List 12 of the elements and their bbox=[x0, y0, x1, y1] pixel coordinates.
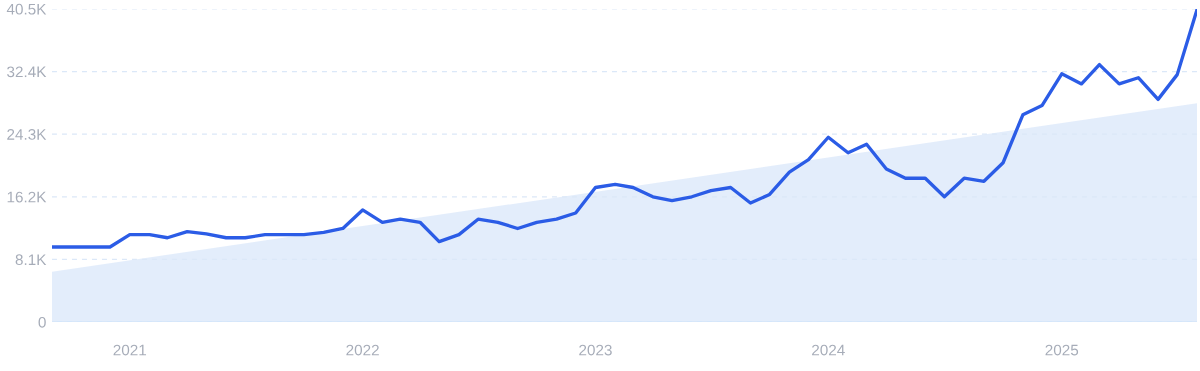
y-tick-label: 24.3K bbox=[7, 129, 47, 140]
x-tick-label: 2024 bbox=[812, 344, 845, 356]
y-tick-label: 8.1K bbox=[15, 254, 47, 266]
y-tick-label: 32.4K bbox=[7, 66, 47, 78]
y-tick-label: 40.5K bbox=[6, 3, 47, 15]
y-tick-label: 0 bbox=[38, 316, 46, 328]
x-tick-label: 2022 bbox=[346, 344, 379, 356]
x-tick-label: 2023 bbox=[579, 344, 612, 356]
x-tick-label: 2021 bbox=[113, 344, 147, 356]
line-series bbox=[51, 8, 1197, 249]
x-tick-label: 2025 bbox=[1045, 344, 1079, 356]
y-tick-label: 16.2K bbox=[7, 191, 47, 203]
